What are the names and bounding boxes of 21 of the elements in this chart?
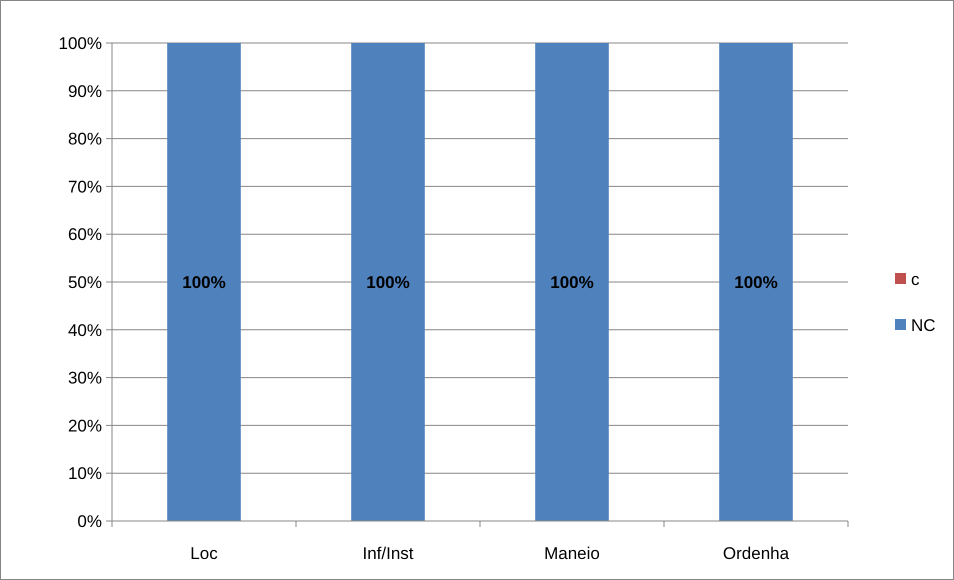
- data-label: 100%: [182, 273, 226, 292]
- data-label: 100%: [366, 273, 410, 292]
- y-tick-label: 90%: [68, 82, 102, 101]
- y-tick-label: 20%: [68, 416, 102, 436]
- y-tick-label: 60%: [68, 225, 102, 244]
- y-tick-label: 30%: [68, 368, 102, 388]
- data-label: 100%: [550, 273, 594, 292]
- y-tick-label: 40%: [68, 320, 102, 340]
- y-tick-label: 70%: [68, 177, 102, 196]
- legend-label: c: [911, 270, 920, 289]
- y-tick-label: 10%: [68, 464, 102, 484]
- legend-label: NC: [911, 316, 936, 335]
- x-tick-label: Ordenha: [722, 544, 790, 563]
- y-tick-label: 100%: [58, 34, 102, 53]
- x-tick-label: Inf/Inst: [362, 544, 414, 563]
- x-tick-label: Maneio: [544, 544, 600, 563]
- y-tick-label: 80%: [68, 130, 102, 149]
- x-tick-label: Loc: [190, 544, 218, 563]
- data-label: 100%: [734, 273, 778, 292]
- y-tick-label: 50%: [68, 273, 102, 292]
- y-tick-label: 0%: [77, 512, 102, 531]
